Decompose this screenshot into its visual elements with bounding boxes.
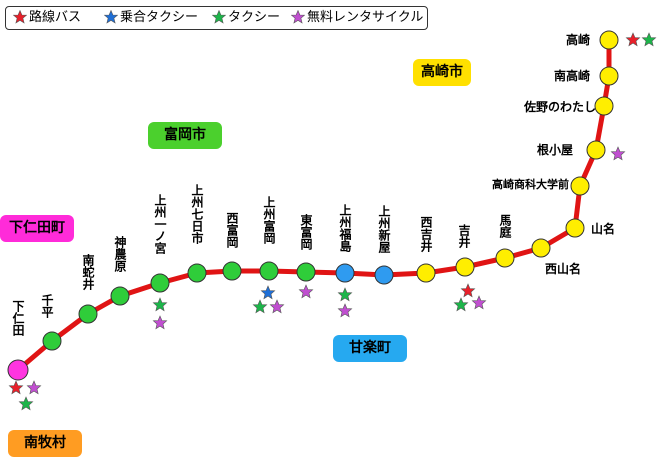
- cycle-star-icon: [269, 299, 285, 314]
- station-label-nishi-tomioka: 西富岡: [225, 212, 239, 248]
- station-marker: [599, 66, 619, 86]
- station-label-nishi-yamana: 西山名: [545, 262, 582, 276]
- bus-star-icon: [625, 32, 641, 47]
- station-marker: [495, 248, 515, 268]
- station-label-shimonita: 下仁田: [11, 300, 25, 336]
- legend-shared-taxi-label: 乗合タクシー: [120, 10, 199, 25]
- city-label-kanra: 甘楽町: [333, 335, 407, 362]
- star-icon: [13, 10, 27, 24]
- station-label-senbidaira: 千平: [40, 294, 54, 318]
- station-label-joshu-nanokaichi: 上州七日市: [190, 184, 204, 244]
- cycle-star-icon: [610, 146, 626, 161]
- legend-taxi-label: タクシー: [228, 10, 281, 25]
- legend-bus-label: 路線バス: [29, 10, 82, 25]
- cycle-star-icon: [337, 303, 353, 318]
- rail-line: [15, 37, 612, 373]
- station-label-joshu-tomioka: 上州富岡: [262, 196, 276, 244]
- station-marker: [259, 261, 279, 281]
- station-marker: [187, 263, 207, 283]
- bus-star-icon: [8, 380, 24, 395]
- station-label-nanjai: 南蛇井: [81, 254, 95, 290]
- station-label-minami-takasaki: 南高崎: [554, 69, 591, 83]
- station-marker: [455, 257, 475, 277]
- cycle-star-icon: [26, 380, 42, 395]
- cycle-star-icon: [471, 295, 487, 310]
- star-icon: [291, 10, 305, 24]
- station-marker: [222, 261, 242, 281]
- city-label-tomioka: 富岡市: [148, 122, 222, 149]
- star-icon: [104, 10, 118, 24]
- bus-star-icon: [460, 283, 476, 298]
- taxi-star-icon: [252, 299, 268, 314]
- station-label-joshu-ichinomiya: 上州一ノ宮: [153, 194, 167, 254]
- station-label-kanbara: 神農原: [113, 236, 127, 272]
- station-label-joshu-fukushima: 上州福島: [338, 204, 352, 252]
- station-label-nishi-yoshii: 西吉井: [419, 216, 433, 252]
- station-label-maniwa: 馬庭: [498, 214, 512, 238]
- station-marker: [150, 273, 170, 293]
- station-marker: [374, 265, 394, 285]
- station-label-sano-no-watashi: 佐野のわたし: [524, 100, 597, 114]
- station-marker: [296, 262, 316, 282]
- city-label-nanmoku: 南牧村: [8, 430, 82, 457]
- station-marker: [42, 331, 62, 351]
- station-label-higashi-tomioka: 東富岡: [299, 214, 313, 250]
- station-marker: [78, 304, 98, 324]
- station-label-nekoya: 根小屋: [537, 143, 574, 157]
- station-marker: [335, 263, 355, 283]
- cycle-star-icon: [152, 315, 168, 330]
- station-label-yoshii: 吉井: [457, 224, 471, 248]
- star-icon: [212, 10, 226, 24]
- taxi-star-icon: [152, 297, 168, 312]
- station-marker: [594, 96, 614, 116]
- city-label-takasaki: 高崎市: [413, 59, 471, 86]
- station-label-takasaki-shoka-daigaku-mae: 高崎商科大学前: [492, 178, 569, 191]
- taxi-star-icon: [453, 297, 469, 312]
- station-label-joshu-niiya: 上州新屋: [377, 205, 391, 253]
- taxi-star-icon: [641, 32, 657, 47]
- cycle-star-icon: [298, 284, 314, 299]
- station-marker: [531, 238, 551, 258]
- station-marker: [565, 218, 585, 238]
- station-label-takasaki: 高崎: [566, 33, 591, 47]
- station-marker: [599, 30, 619, 50]
- station-label-yamana: 山名: [591, 222, 616, 236]
- station-marker: [7, 359, 29, 381]
- shared-star-icon: [260, 285, 276, 300]
- legend: 路線バス 乗合タクシー タクシー 無料レンタサイクル: [5, 6, 428, 30]
- city-label-shimonita: 下仁田町: [0, 215, 74, 242]
- legend-cycle-label: 無料レンタサイクル: [307, 10, 424, 25]
- station-marker: [110, 286, 130, 306]
- station-marker: [570, 176, 590, 196]
- station-marker: [586, 140, 606, 160]
- station-marker: [416, 263, 436, 283]
- taxi-star-icon: [337, 287, 353, 302]
- taxi-star-icon: [18, 396, 34, 411]
